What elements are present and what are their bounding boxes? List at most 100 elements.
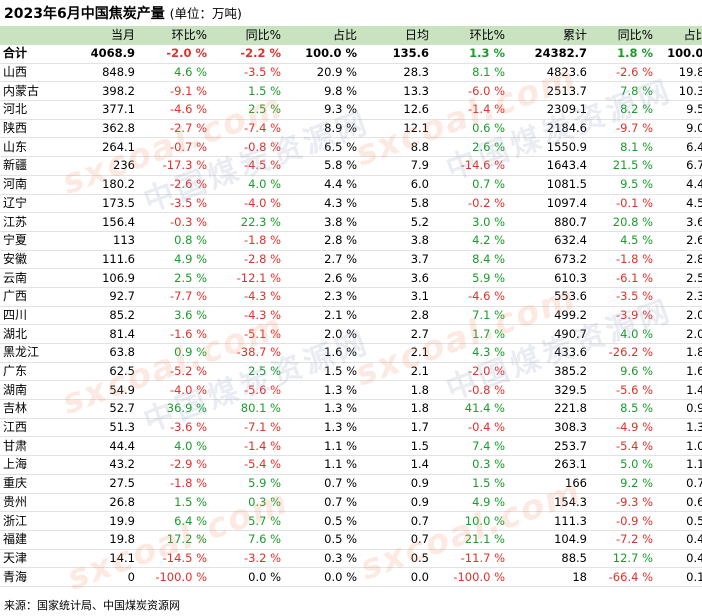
cell-cumulative-yoy: -3.5 % [590, 287, 656, 307]
table-row: 内蒙古 398.2 -9.1 % 1.5 % 9.8 % 13.3 -6.0 % 2513.7… [0, 81, 702, 102]
cell-monthly-share: 0.5 % [284, 511, 360, 531]
cell-province: 江苏 [0, 212, 78, 232]
cell-daily-avg: 1.8 [360, 380, 432, 401]
cell-cumulative-share: 4.4 % [656, 175, 702, 195]
cell-daily-avg: 2.1 [360, 343, 432, 363]
cell-monthly-yoy: -3.2 % [210, 549, 284, 569]
cell-monthly-share: 2.7 % [284, 250, 360, 270]
cell-monthly-output: 111.6 [78, 250, 138, 270]
cell-monthly-yoy: -5.6 % [210, 380, 284, 401]
cell-daily-mom: -0.2 % [432, 194, 508, 214]
cell-daily-avg: 3.8 [360, 231, 432, 251]
cell-monthly-mom: -7.7 % [138, 287, 210, 307]
cell-province: 江西 [0, 418, 78, 438]
cell-cumulative-share: 1.1 % [656, 455, 702, 475]
header-monthly-output: 当月 [78, 26, 138, 45]
cell-cumulative-yoy: 20.8 % [590, 212, 656, 232]
cell-daily-mom: 0.7 % [432, 175, 508, 195]
cell-cumulative: 329.5 [508, 380, 590, 401]
cell-monthly-output: 14.1 [78, 549, 138, 569]
table-row: 贵州 26.8 1.5 % 0.3 % 0.7 % 0.9 4.9 % 154.3 -9.3 %… [0, 493, 702, 513]
cell-cumulative: 4823.6 [508, 63, 590, 83]
cell-province: 河南 [0, 175, 78, 195]
cell-province: 内蒙古 [0, 81, 78, 102]
cell-cumulative: 1643.4 [508, 156, 590, 176]
cell-cumulative-share: 9.5 % [656, 100, 702, 120]
cell-province: 新疆 [0, 156, 78, 176]
cell-monthly-share: 0.7 % [284, 474, 360, 494]
cell-monthly-share: 2.1 % [284, 306, 360, 326]
cell-daily-mom: 7.1 % [432, 306, 508, 326]
cell-monthly-mom: -2.0 % [138, 45, 210, 64]
cell-daily-mom: 4.3 % [432, 343, 508, 363]
cell-monthly-mom: -9.1 % [138, 81, 210, 102]
table-row: 江西 51.3 -3.6 % -7.1 % 1.3 % 1.7 -0.4 % 308.3 -4.… [0, 418, 702, 438]
cell-cumulative-yoy: -0.9 % [590, 511, 656, 531]
cell-daily-avg: 1.4 [360, 455, 432, 475]
table-row: 湖北 81.4 -1.6 % -5.1 % 2.0 % 2.7 1.7 % 490.7 4.0 … [0, 324, 702, 344]
cell-cumulative: 673.2 [508, 250, 590, 270]
cell-province: 福建 [0, 530, 78, 550]
cell-monthly-mom: 4.6 % [138, 63, 210, 83]
cell-cumulative-share: 2.0 % [656, 306, 702, 326]
cell-province: 重庆 [0, 474, 78, 494]
cell-province: 湖北 [0, 324, 78, 344]
cell-monthly-yoy: -1.4 % [210, 436, 284, 457]
cell-monthly-mom: -2.6 % [138, 175, 210, 195]
table-row: 河北 377.1 -4.6 % 2.5 % 9.3 % 12.6 -1.4 % 2309.1 8… [0, 100, 702, 120]
header-daily-mom: 环比% [432, 26, 508, 45]
cell-monthly-share: 1.3 % [284, 399, 360, 419]
cell-daily-avg: 3.7 [360, 250, 432, 270]
cell-monthly-mom: 0.8 % [138, 231, 210, 251]
cell-cumulative: 433.6 [508, 343, 590, 363]
cell-cumulative-share: 4.5 % [656, 194, 702, 214]
cell-daily-mom: 8.4 % [432, 250, 508, 270]
cell-daily-avg: 135.6 [360, 45, 432, 64]
cell-province: 山西 [0, 63, 78, 83]
cell-monthly-output: 362.8 [78, 119, 138, 139]
cell-cumulative: 88.5 [508, 549, 590, 569]
cell-cumulative: 18 [508, 567, 590, 587]
cell-monthly-share: 1.3 % [284, 380, 360, 401]
cell-cumulative-share: 6.4 % [656, 137, 702, 158]
cell-monthly-output: 106.9 [78, 268, 138, 288]
header-monthly-share: 占比 [284, 26, 360, 45]
cell-cumulative: 308.3 [508, 418, 590, 438]
cell-monthly-share: 9.3 % [284, 100, 360, 120]
cell-monthly-mom: -3.6 % [138, 418, 210, 438]
cell-daily-avg: 0.9 [360, 474, 432, 494]
cell-monthly-output: 848.9 [78, 63, 138, 83]
cell-daily-avg: 0.5 [360, 549, 432, 569]
cell-monthly-output: 85.2 [78, 306, 138, 326]
cell-monthly-share: 5.8 % [284, 156, 360, 176]
cell-monthly-output: 113 [78, 231, 138, 251]
cell-daily-mom: -4.6 % [432, 287, 508, 307]
cell-daily-mom: 1.5 % [432, 474, 508, 494]
cell-monthly-output: 62.5 [78, 362, 138, 382]
cell-monthly-yoy: 2.5 % [210, 100, 284, 120]
cell-monthly-yoy: -4.5 % [210, 156, 284, 176]
cell-daily-mom: -2.0 % [432, 362, 508, 382]
cell-monthly-output: 377.1 [78, 100, 138, 120]
cell-cumulative-yoy: 9.2 % [590, 474, 656, 494]
cell-province: 合计 [0, 45, 78, 64]
cell-monthly-output: 180.2 [78, 175, 138, 195]
cell-monthly-share: 100.0 % [284, 45, 360, 64]
cell-monthly-mom: -1.8 % [138, 474, 210, 494]
cell-daily-avg: 2.7 [360, 324, 432, 344]
cell-cumulative-yoy: -3.9 % [590, 306, 656, 326]
cell-daily-avg: 3.6 [360, 268, 432, 288]
table-row: 湖南 54.9 -4.0 % -5.6 % 1.3 % 1.8 -0.8 % 329.5 -5.… [0, 380, 702, 401]
header-province [0, 26, 78, 45]
cell-cumulative-share: 19.8 % [656, 63, 702, 83]
table-row: 陕西 362.8 -2.7 % -7.4 % 8.9 % 12.1 0.6 % 2184.6-… [0, 119, 702, 139]
cell-cumulative-share: 0.5 % [656, 511, 702, 531]
cell-monthly-mom: 4.9 % [138, 250, 210, 270]
cell-monthly-mom: -4.6 % [138, 100, 210, 120]
cell-cumulative: 2184.6 [508, 119, 590, 139]
cell-cumulative: 1097.4 [508, 194, 590, 214]
cell-daily-avg: 2.1 [360, 362, 432, 382]
cell-monthly-output: 173.5 [78, 194, 138, 214]
cell-monthly-share: 1.5 % [284, 362, 360, 382]
